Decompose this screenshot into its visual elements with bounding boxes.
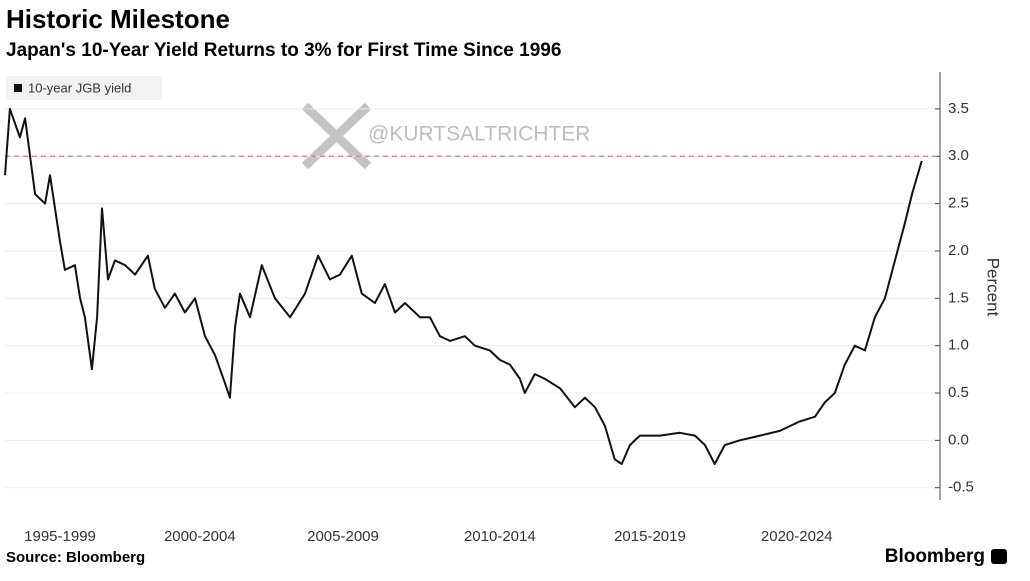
brand-icon [991, 549, 1007, 564]
y-tick-label: 2.5 [948, 195, 969, 212]
x-tick-label: 2020-2024 [761, 528, 833, 545]
x-tick-label: 2010-2014 [464, 528, 536, 545]
watermark-text: @KURTSALTRICHTER [368, 123, 590, 146]
x-tick-label: 1995-1999 [24, 528, 96, 545]
y-tick-label: 1.5 [948, 289, 969, 306]
chart-subtitle: Japan's 10-Year Yield Returns to 3% for … [6, 40, 561, 61]
data-line [4, 107, 923, 465]
y-tick-label: 0.0 [948, 431, 969, 448]
legend-label: 10-year JGB yield [28, 80, 131, 95]
x-tick-label: 2000-2004 [164, 528, 236, 545]
legend-box [6, 76, 162, 100]
x-tick-label: 2005-2009 [307, 528, 379, 545]
brand: Bloomberg [885, 546, 985, 567]
y-tick-label: 3.5 [948, 100, 969, 117]
chart-title: Historic Milestone [6, 4, 230, 34]
y-tick-label: 0.5 [948, 384, 969, 401]
x-tick-label: 2015-2019 [614, 528, 686, 545]
y-tick-label: -0.5 [948, 479, 974, 496]
y-tick-label: 2.0 [948, 242, 969, 259]
y-tick-label: 3.0 [948, 147, 969, 164]
legend: 10-year JGB yield [6, 76, 162, 100]
legend-swatch [14, 84, 22, 92]
y-axis-label: Percent [984, 258, 1003, 317]
source: Source: Bloomberg [6, 549, 145, 566]
y-tick-label: 1.0 [948, 337, 969, 354]
